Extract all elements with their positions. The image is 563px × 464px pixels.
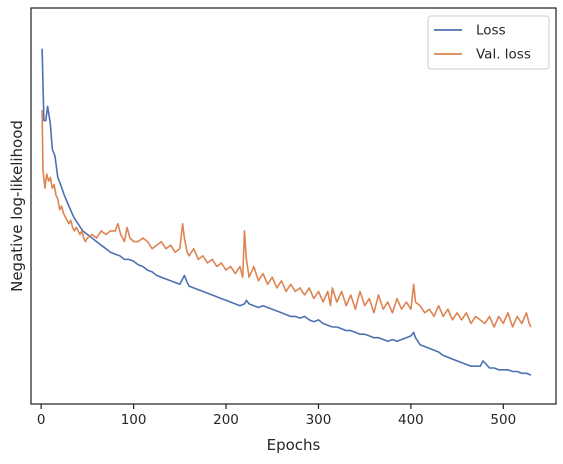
y-axis-label: Negative log-likelihood	[8, 120, 26, 292]
plot-area	[31, 8, 556, 404]
x-ticks: 0 100 200 300 400 500	[37, 404, 516, 428]
series-layer	[41, 48, 532, 376]
x-tick-label: 400	[398, 412, 424, 428]
series-line-val-loss	[41, 109, 532, 328]
legend-label-loss: Loss	[476, 23, 506, 39]
x-axis-label: Epochs	[267, 436, 321, 454]
x-tick-label: 200	[213, 412, 239, 428]
legend: Loss Val. loss	[427, 15, 550, 70]
legend-label-val-loss: Val. loss	[476, 47, 531, 63]
x-tick-label: 0	[37, 412, 46, 428]
x-tick-label: 300	[306, 412, 332, 428]
plot-frame	[30, 7, 557, 405]
x-tick-label: 100	[121, 412, 147, 428]
series-line-loss	[41, 48, 532, 376]
x-tick-label: 500	[490, 412, 516, 428]
